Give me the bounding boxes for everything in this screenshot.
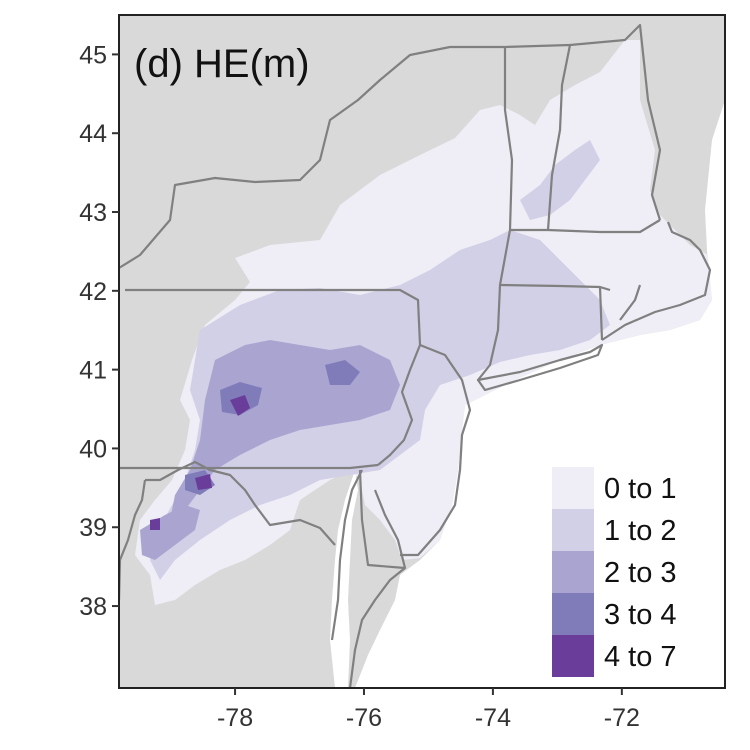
ocean-area bbox=[355, 100, 725, 688]
y-tick-label: 44 bbox=[79, 120, 107, 148]
panel-border bbox=[118, 14, 726, 689]
study-region-class-5-b bbox=[195, 474, 212, 490]
legend-label: 1 to 2 bbox=[604, 515, 677, 547]
state-boundaries bbox=[119, 23, 712, 688]
legend-swatch bbox=[552, 551, 594, 593]
study-region-class-5-c bbox=[150, 518, 160, 530]
x-tick-label: -74 bbox=[475, 704, 511, 732]
panel-title: (d) HE(m) bbox=[134, 42, 310, 86]
y-tick-label: 43 bbox=[79, 199, 107, 227]
study-region-class-5 bbox=[230, 395, 250, 416]
y-axis: 45 44 43 42 41 40 39 38 bbox=[79, 41, 119, 621]
study-region-class-3-south bbox=[140, 505, 200, 560]
y-tick-label: 39 bbox=[79, 514, 107, 542]
x-tick-label: -72 bbox=[604, 704, 640, 732]
y-tick-label: 40 bbox=[79, 435, 107, 463]
legend-label: 0 to 1 bbox=[604, 473, 677, 505]
y-tick-label: 38 bbox=[79, 593, 107, 621]
legend-label: 4 to 7 bbox=[604, 641, 677, 673]
legend-label: 2 to 3 bbox=[604, 557, 677, 589]
x-tick-label: -76 bbox=[346, 704, 382, 732]
study-region-class-4-b bbox=[325, 360, 360, 385]
legend-swatch bbox=[552, 509, 594, 551]
legend-swatch bbox=[552, 593, 594, 635]
legend-swatch bbox=[552, 467, 594, 509]
legend-swatch bbox=[552, 635, 594, 677]
y-tick-label: 41 bbox=[79, 357, 107, 385]
x-axis: -78 -76 -74 -72 bbox=[217, 688, 640, 732]
y-tick-label: 45 bbox=[79, 41, 107, 69]
legend: 0 to 1 1 to 2 2 to 3 3 to 4 4 to 7 bbox=[552, 467, 677, 677]
chesapeake-bay bbox=[330, 470, 358, 688]
legend-label: 3 to 4 bbox=[604, 599, 677, 631]
y-tick-label: 42 bbox=[79, 278, 107, 306]
study-region-class-2-north bbox=[520, 140, 600, 220]
x-tick-label: -78 bbox=[217, 704, 253, 732]
